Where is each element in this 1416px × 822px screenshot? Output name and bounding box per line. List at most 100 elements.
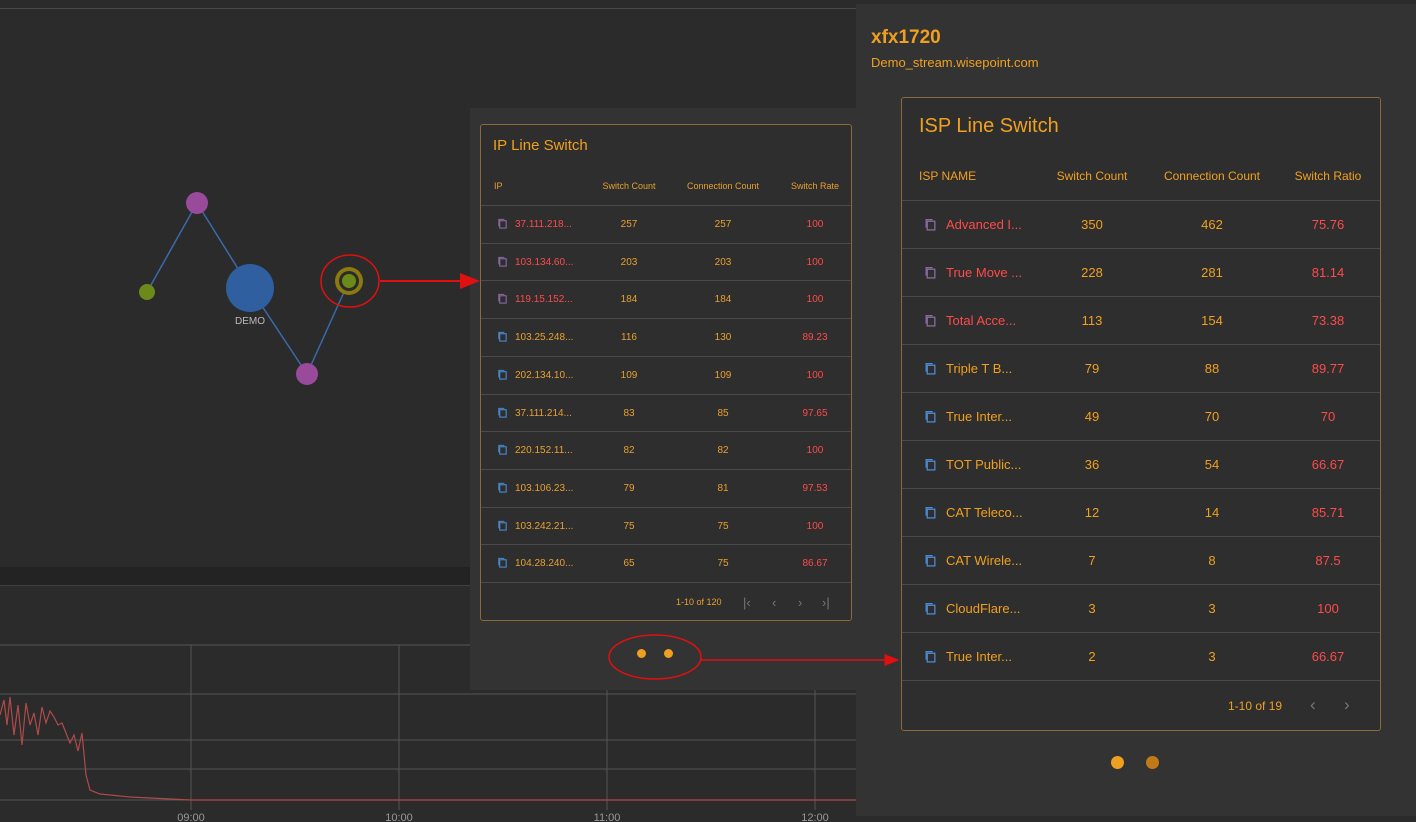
switch-rate-cell: 100 [806, 294, 824, 306]
isp-line-switch-card: ISP Line Switch ISP NAME Switch Count Co… [901, 97, 1381, 731]
switch-count-cell: 184 [620, 294, 638, 306]
table-row[interactable]: Triple T B... 79 88 89.77 [902, 344, 1380, 393]
connection-count-cell: 82 [717, 445, 729, 457]
ip-cell: 103.106.23... [515, 482, 574, 494]
graph-node[interactable] [139, 284, 155, 300]
table-row[interactable]: TOT Public... 36 54 66.67 [902, 440, 1380, 489]
ip-line-switch-card: IP Line Switch IP Switch Count Connectio… [480, 124, 852, 621]
page-dot[interactable] [637, 649, 646, 658]
table-row[interactable]: 103.134.60... 203 203 100 [481, 242, 851, 281]
ip-cell: 103.242.21... [515, 520, 574, 532]
copy-icon[interactable] [924, 266, 937, 279]
switch-ratio-cell: 66.67 [1311, 649, 1345, 664]
switch-ratio-cell: 89.77 [1311, 361, 1345, 376]
copy-icon[interactable] [924, 362, 937, 375]
timeline-series [0, 696, 860, 801]
switch-ratio-cell: 70 [1320, 409, 1336, 424]
connection-count-cell: 184 [714, 294, 732, 306]
column-header[interactable]: IP [494, 181, 503, 191]
table-row[interactable]: 104.28.240... 65 75 86.67 [481, 544, 851, 582]
switch-rate-cell: 100 [806, 219, 824, 230]
copy-icon[interactable] [497, 482, 508, 493]
table-row[interactable]: 103.25.248... 116 130 89.23 [481, 318, 851, 356]
prev-page-icon[interactable]: ‹ [1310, 695, 1316, 714]
copy-icon[interactable] [497, 520, 508, 531]
copy-icon[interactable] [924, 506, 937, 519]
copy-icon[interactable] [924, 314, 937, 327]
table-row[interactable]: CAT Teleco... 12 14 85.71 [902, 488, 1380, 537]
isp-name-cell: CloudFlare... [946, 601, 1021, 616]
ip-cell: 119.15.152... [515, 294, 573, 306]
card-title: IP Line Switch [493, 137, 588, 154]
table-row[interactable]: 37.111.218... 257 257 100 [481, 205, 851, 243]
copy-icon[interactable] [497, 557, 508, 568]
table-row[interactable]: 220.152.11... 82 82 100 [481, 431, 851, 469]
column-header[interactable]: Connection Count [1163, 169, 1261, 183]
last-page-icon[interactable]: ›| [822, 595, 830, 610]
page-dot-active[interactable] [1111, 756, 1124, 769]
graph-node-demo[interactable] [226, 264, 274, 312]
table-pagination: 1-10 of 120 |‹ ‹ › ›| [481, 582, 851, 621]
table-row[interactable]: 202.134.10... 109 109 100 [481, 355, 851, 394]
copy-icon[interactable] [497, 256, 508, 267]
copy-icon[interactable] [497, 218, 508, 229]
table-row[interactable]: True Move ... 228 281 81.14 [902, 248, 1380, 297]
copy-icon[interactable] [497, 293, 508, 305]
connection-count-cell: 462 [1201, 217, 1223, 232]
connection-count-cell: 109 [714, 369, 732, 381]
copy-icon[interactable] [497, 331, 508, 342]
switch-rate-cell: 97.53 [802, 482, 828, 494]
column-header[interactable]: Switch Rate [790, 181, 840, 191]
copy-icon[interactable] [924, 458, 937, 471]
table-row[interactable]: 37.111.214... 83 85 97.65 [481, 393, 851, 432]
pagination-range: 1-10 of 19 [1228, 699, 1283, 713]
isp-name-cell: Total Acce... [946, 313, 1017, 328]
copy-icon[interactable] [924, 410, 937, 423]
table-row[interactable]: Advanced I... 350 462 75.76 [902, 200, 1380, 249]
copy-icon[interactable] [924, 602, 937, 615]
graph-node-selected[interactable] [342, 274, 356, 288]
copy-icon[interactable] [924, 554, 937, 567]
switch-rate-cell: 86.67 [802, 558, 828, 570]
column-header[interactable]: Switch Count [602, 181, 656, 191]
table-row[interactable]: 103.106.23... 79 81 97.53 [481, 468, 851, 507]
page-dot[interactable] [1146, 756, 1159, 769]
column-header[interactable]: Switch Ratio [1294, 169, 1362, 183]
switch-ratio-cell: 87.5 [1315, 553, 1341, 568]
graph-node[interactable] [186, 192, 208, 214]
switch-count-cell: 203 [620, 256, 638, 268]
connection-count-cell: 54 [1204, 457, 1220, 472]
ip-cell: 104.28.240... [515, 558, 574, 570]
next-page-icon[interactable]: › [1344, 695, 1350, 714]
next-page-icon[interactable]: › [798, 595, 803, 610]
table-row[interactable]: True Inter... 2 3 66.67 [902, 632, 1380, 681]
first-page-icon[interactable]: |‹ [743, 595, 751, 610]
connection-count-cell: 75 [717, 520, 729, 532]
switch-rate-cell: 100 [806, 445, 824, 457]
table-row[interactable]: 119.15.152... 184 184 100 [481, 280, 851, 318]
table-row[interactable]: Total Acce... 113 154 73.38 [902, 296, 1380, 345]
table-row[interactable]: CloudFlare... 3 3 100 [902, 584, 1380, 633]
table-row[interactable]: 103.242.21... 75 75 100 [481, 506, 851, 545]
copy-icon[interactable] [924, 218, 937, 231]
prev-page-icon[interactable]: ‹ [772, 595, 777, 610]
graph-node[interactable] [296, 363, 318, 385]
copy-icon[interactable] [924, 650, 937, 663]
x-tick: 12:00 [801, 812, 829, 822]
connection-count-cell: 3 [1208, 601, 1216, 616]
column-header[interactable]: Connection Count [686, 181, 760, 191]
column-header[interactable]: ISP NAME [919, 169, 977, 183]
copy-icon[interactable] [497, 407, 508, 418]
pagination-range: 1-10 of 120 [676, 597, 722, 607]
column-header[interactable]: Switch Count [1056, 169, 1128, 183]
page-dot-active[interactable] [664, 649, 673, 658]
detail-title: xfx1720 [871, 27, 941, 48]
switch-ratio-cell: 75.76 [1311, 217, 1345, 232]
table-row[interactable]: CAT Wirele... 7 8 87.5 [902, 536, 1380, 585]
switch-count-cell: 12 [1084, 505, 1100, 520]
switch-count-cell: 83 [623, 407, 635, 419]
table-row[interactable]: True Inter... 49 70 70 [902, 392, 1380, 441]
copy-icon[interactable] [497, 444, 508, 455]
switch-count-cell: 79 [623, 482, 635, 494]
copy-icon[interactable] [497, 369, 508, 380]
